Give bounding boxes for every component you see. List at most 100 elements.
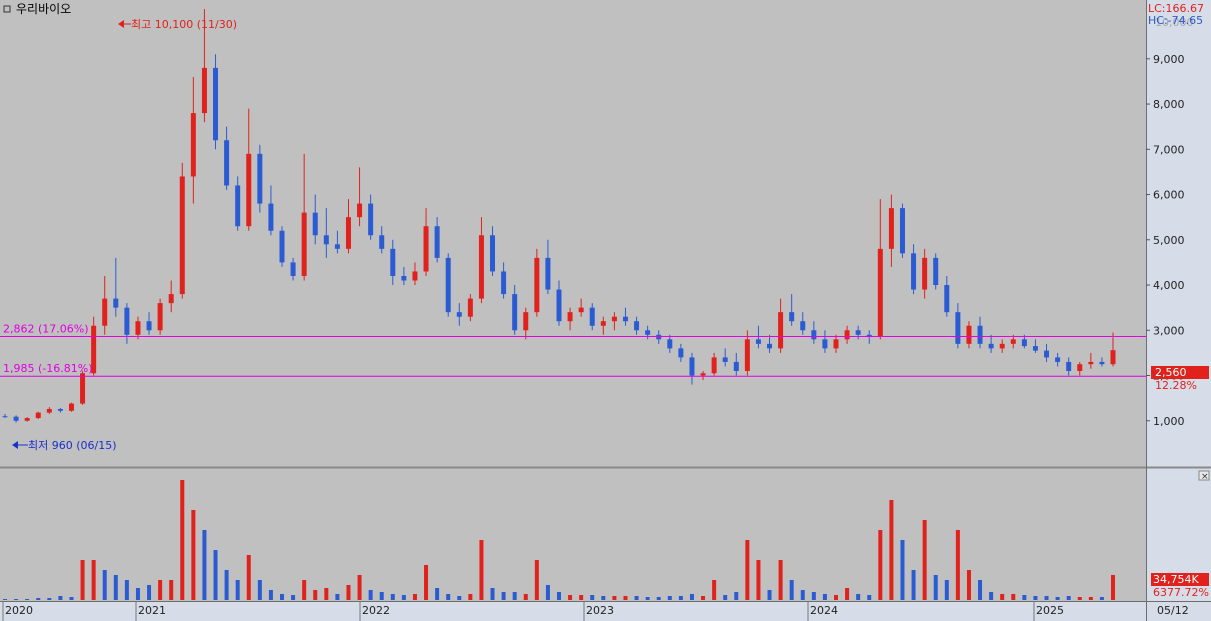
candle-body bbox=[512, 294, 518, 331]
candle-body bbox=[80, 373, 86, 404]
candle-body bbox=[390, 248, 396, 276]
volume-bar bbox=[501, 592, 506, 600]
x-tick-label: 2022 bbox=[362, 604, 390, 617]
volume-bars bbox=[3, 480, 1115, 600]
volume-value: 34,754K bbox=[1153, 573, 1199, 586]
candle-body bbox=[1088, 361, 1094, 365]
volume-bar bbox=[557, 592, 561, 600]
volume-bar bbox=[1088, 597, 1093, 600]
title-box-icon[interactable] bbox=[3, 5, 11, 13]
x-axis-ticks: 2020 2021 2022 2023 2024 2025 bbox=[2, 601, 1064, 621]
candle-body bbox=[368, 203, 374, 236]
candle-body bbox=[600, 321, 606, 326]
volume-bar bbox=[490, 588, 495, 600]
candle-body bbox=[257, 153, 263, 204]
volume-bar bbox=[69, 597, 74, 600]
candle-body bbox=[789, 312, 795, 322]
candle-body bbox=[46, 408, 52, 413]
candle-body bbox=[157, 303, 163, 331]
candle-body bbox=[767, 343, 773, 349]
candle-body bbox=[944, 285, 950, 313]
volume-bar bbox=[47, 598, 52, 600]
candle-body bbox=[844, 330, 850, 340]
candle-body bbox=[556, 289, 562, 322]
candle-body bbox=[722, 357, 728, 362]
volume-bar bbox=[889, 500, 894, 600]
volume-bar bbox=[689, 594, 694, 600]
volume-bar bbox=[900, 540, 905, 600]
candle-body bbox=[855, 330, 861, 335]
candle-body bbox=[357, 203, 363, 218]
candle-body bbox=[778, 312, 784, 349]
chart-title: 우리바이오 bbox=[16, 2, 71, 16]
y-tick-label: 7,000 bbox=[1153, 143, 1185, 156]
current-price-box bbox=[1151, 366, 1209, 379]
current-date: 05/12 bbox=[1157, 604, 1189, 617]
candle-body bbox=[423, 226, 429, 272]
candle-body bbox=[911, 253, 917, 290]
volume-bar bbox=[933, 575, 938, 600]
candle-body bbox=[833, 339, 839, 349]
candle-body bbox=[822, 339, 828, 349]
volume-bar bbox=[1011, 594, 1016, 600]
candle-body bbox=[334, 244, 340, 249]
candle-body bbox=[755, 339, 761, 344]
candle-body bbox=[290, 262, 296, 276]
candle-body bbox=[1010, 339, 1016, 344]
volume-bar bbox=[158, 580, 163, 600]
candle-body bbox=[490, 235, 496, 272]
y-tick-label: 3,000 bbox=[1153, 324, 1185, 337]
volume-bar bbox=[346, 585, 351, 600]
candle-body bbox=[589, 307, 595, 326]
volume-bar bbox=[191, 510, 196, 600]
x-tick-label: 2025 bbox=[1036, 604, 1064, 617]
volume-bar bbox=[811, 592, 816, 600]
candle-body bbox=[733, 361, 739, 371]
price-axis-panel bbox=[1146, 0, 1211, 601]
x-tick-label: 2024 bbox=[810, 604, 838, 617]
volume-bar bbox=[723, 595, 728, 600]
volume-bar bbox=[745, 540, 750, 600]
current-price: 2,560 bbox=[1155, 366, 1187, 379]
volume-bar bbox=[989, 592, 994, 600]
candle-body bbox=[1066, 361, 1072, 371]
x-tick-label: 2023 bbox=[586, 604, 614, 617]
candle-body bbox=[124, 307, 130, 335]
candle-body bbox=[279, 230, 285, 263]
volume-bar bbox=[291, 595, 296, 600]
candle-body bbox=[966, 325, 972, 344]
volume-bar bbox=[379, 592, 384, 600]
candle-body bbox=[955, 312, 961, 344]
volume-bar bbox=[80, 560, 85, 600]
volume-bar bbox=[845, 588, 850, 600]
candle-body bbox=[501, 271, 507, 295]
volume-bar bbox=[335, 594, 340, 600]
candle-body bbox=[700, 373, 706, 376]
candle-body bbox=[35, 412, 41, 419]
candle-body bbox=[179, 176, 185, 295]
candle-body bbox=[467, 298, 473, 317]
high-label: 최고 10,100 (11/30) bbox=[131, 18, 237, 31]
reference-line-low-label: 1,985 (-16.81%) bbox=[3, 362, 92, 375]
volume-bar bbox=[213, 550, 218, 600]
y-tick-label: 9,000 bbox=[1153, 53, 1185, 66]
close-icon[interactable] bbox=[1198, 470, 1210, 481]
candle-body bbox=[1110, 350, 1116, 365]
volume-bar bbox=[1022, 595, 1027, 600]
candle-body bbox=[379, 235, 385, 249]
volume-bar bbox=[867, 595, 872, 600]
volume-bar bbox=[3, 599, 7, 600]
candle-body bbox=[622, 316, 628, 322]
low-annotation: 최저 960 (06/15) bbox=[12, 439, 117, 452]
volume-bar bbox=[280, 594, 284, 600]
candle-body bbox=[323, 235, 329, 245]
volume-bar bbox=[701, 596, 706, 600]
volume-bar bbox=[113, 575, 118, 600]
volume-bar bbox=[1044, 596, 1049, 600]
volume-bar bbox=[246, 555, 251, 600]
volume-bar bbox=[412, 594, 417, 600]
volume-bar bbox=[1066, 596, 1071, 600]
volume-bar bbox=[1099, 597, 1104, 600]
y-tick-label: 6,000 bbox=[1153, 189, 1185, 202]
